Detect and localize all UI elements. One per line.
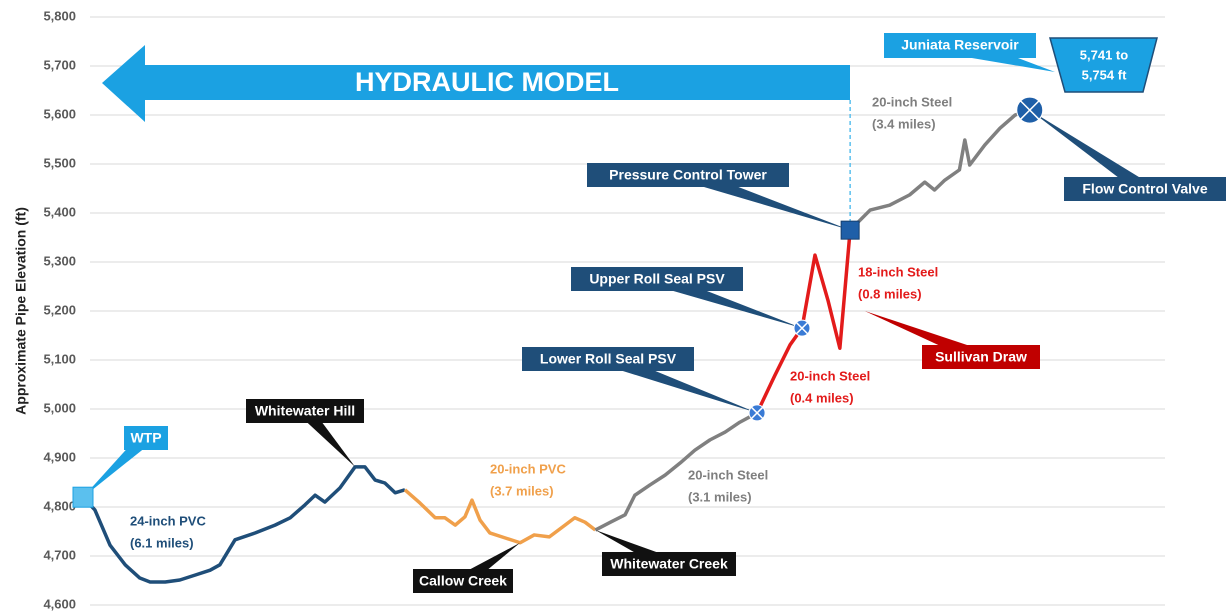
segment-label: (6.1 miles) — [130, 535, 194, 550]
callout-box — [1064, 177, 1226, 201]
callout-box — [602, 552, 736, 576]
callout-label: Whitewater Creek — [610, 556, 728, 572]
y-tick-label: 5,300 — [43, 253, 76, 268]
callout-box — [571, 267, 743, 291]
y-tick-label: 5,800 — [43, 8, 76, 23]
y-axis-title: Approximate Pipe Elevation (ft) — [13, 207, 29, 415]
banner-arrow — [102, 45, 850, 122]
y-tick-label: 5,100 — [43, 351, 76, 366]
callout-box — [124, 426, 168, 450]
y-tick-label: 5,500 — [43, 155, 76, 170]
callout-label: Pressure Control Tower — [609, 167, 767, 183]
callout-box — [922, 345, 1040, 369]
callout-label: Whitewater Hill — [255, 403, 355, 419]
wtp-marker — [72, 486, 94, 508]
segment-label: 20-inch PVC — [490, 461, 566, 476]
y-tick-label: 4,600 — [43, 596, 76, 611]
valve-cross — [795, 322, 809, 335]
callout-label: Flow Control Valve — [1082, 181, 1207, 197]
segment-label: 24-inch PVC — [130, 513, 206, 528]
y-tick-label: 5,400 — [43, 204, 76, 219]
segment-label: (3.7 miles) — [490, 483, 554, 498]
segment-label: (0.4 miles) — [790, 390, 854, 405]
callout-label: Callow Creek — [419, 573, 507, 589]
elevation-line — [848, 108, 1031, 232]
reservoir-label: Juniata Reservoir — [901, 37, 1019, 53]
segment-label: 20-inch Steel — [872, 94, 952, 109]
callout-pointer — [1029, 110, 1149, 195]
segment-label: 20-inch Steel — [688, 467, 768, 482]
reservoir-range: 5,741 to — [1080, 47, 1128, 62]
segment-label: (3.1 miles) — [688, 489, 752, 504]
y-tick-label: 4,900 — [43, 449, 76, 464]
callout-label: Sullivan Draw — [935, 349, 1027, 365]
segment-label: 20-inch Steel — [790, 368, 870, 383]
y-tick-label: 4,800 — [43, 498, 76, 513]
segment-label: (3.4 miles) — [872, 116, 936, 131]
elevation-line — [800, 229, 852, 350]
callout-box — [413, 569, 513, 593]
elevation-line — [81, 465, 406, 584]
segment-label: (0.8 miles) — [858, 286, 922, 301]
callout-box — [522, 347, 694, 371]
reservoir-range: 5,754 ft — [1082, 67, 1127, 82]
banner-text: HYDRAULIC MODEL — [355, 67, 619, 97]
y-tick-label: 5,600 — [43, 106, 76, 121]
tower-marker — [840, 220, 860, 240]
callout-label: Lower Roll Seal PSV — [540, 351, 677, 367]
y-tick-label: 5,000 — [43, 400, 76, 415]
callout-label: WTP — [130, 430, 161, 446]
y-tick-label: 5,700 — [43, 57, 76, 72]
valve-cross — [1020, 100, 1040, 120]
y-tick-label: 5,200 — [43, 302, 76, 317]
elevation-line — [755, 327, 804, 414]
callout-box — [587, 163, 789, 187]
segment-label: 18-inch Steel — [858, 264, 938, 279]
y-tick-label: 4,700 — [43, 547, 76, 562]
elevation-line — [403, 488, 597, 545]
reservoir-shape — [1049, 37, 1158, 93]
reservoir-box — [884, 33, 1036, 58]
elevation-line — [594, 411, 758, 532]
callout-label: Upper Roll Seal PSV — [589, 271, 725, 287]
callout-box — [246, 399, 364, 423]
valve-cross — [750, 406, 764, 420]
